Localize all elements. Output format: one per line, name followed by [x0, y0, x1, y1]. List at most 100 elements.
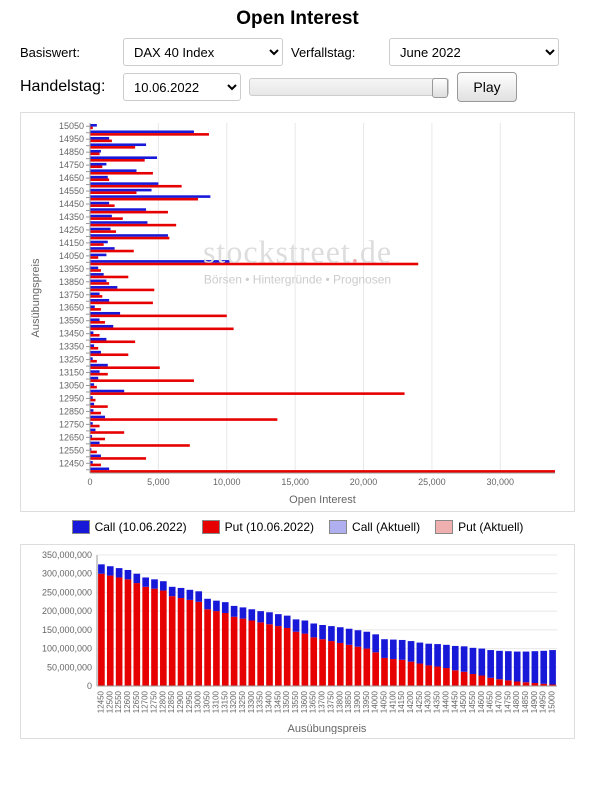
svg-text:13650: 13650 — [309, 690, 318, 713]
svg-text:20,000: 20,000 — [350, 477, 378, 487]
svg-text:13050: 13050 — [203, 690, 212, 713]
legend-label: Put (10.06.2022) — [225, 520, 314, 534]
svg-text:13350: 13350 — [59, 342, 84, 352]
svg-text:12550: 12550 — [59, 445, 84, 455]
label-handelstag: Handelstag: — [20, 78, 115, 96]
svg-text:0: 0 — [87, 681, 92, 691]
svg-text:13750: 13750 — [59, 290, 84, 300]
svg-text:12900: 12900 — [176, 690, 185, 713]
svg-text:12950: 12950 — [59, 393, 84, 403]
svg-text:14400: 14400 — [441, 690, 450, 713]
svg-text:14650: 14650 — [486, 690, 495, 713]
svg-text:14750: 14750 — [59, 160, 84, 170]
svg-text:14750: 14750 — [503, 690, 512, 713]
svg-text:13750: 13750 — [326, 690, 335, 713]
select-basiswert[interactable]: DAX 40 Index — [123, 38, 283, 66]
svg-text:Ausübungspreis: Ausübungspreis — [30, 258, 42, 337]
svg-text:12450: 12450 — [59, 458, 84, 468]
slider-handle[interactable] — [432, 78, 448, 98]
secondary-chart-container: 050,000,000100,000,000150,000,000200,000… — [20, 544, 575, 739]
svg-text:13550: 13550 — [291, 690, 300, 713]
svg-text:200,000,000: 200,000,000 — [42, 606, 92, 616]
svg-text:14450: 14450 — [450, 690, 459, 713]
svg-text:13950: 13950 — [59, 264, 84, 274]
legend-swatch-put — [202, 520, 220, 534]
legend-label: Call (Aktuell) — [352, 520, 420, 534]
label-basiswert: Basiswert: — [20, 45, 115, 60]
svg-text:14550: 14550 — [468, 690, 477, 713]
svg-text:12750: 12750 — [150, 690, 159, 713]
svg-text:12850: 12850 — [167, 690, 176, 713]
svg-text:13950: 13950 — [362, 690, 371, 713]
svg-text:14700: 14700 — [495, 690, 504, 713]
svg-text:25,000: 25,000 — [418, 477, 446, 487]
svg-text:0: 0 — [87, 477, 92, 487]
svg-text:13850: 13850 — [59, 277, 84, 287]
oi-bar-chart: 05,00010,00015,00020,00025,00030,0001505… — [25, 117, 565, 507]
svg-text:13250: 13250 — [59, 355, 84, 365]
svg-text:13600: 13600 — [300, 690, 309, 713]
legend: Call (10.06.2022) Put (10.06.2022) Call … — [20, 520, 575, 534]
svg-text:12500: 12500 — [105, 690, 114, 713]
select-handelstag[interactable]: 10.06.2022 — [123, 73, 241, 101]
svg-text:14200: 14200 — [406, 690, 415, 713]
svg-text:15050: 15050 — [59, 121, 84, 131]
page-title: Open Interest — [20, 8, 575, 30]
svg-text:14600: 14600 — [477, 690, 486, 713]
svg-text:14950: 14950 — [59, 134, 84, 144]
svg-text:13300: 13300 — [247, 690, 256, 713]
svg-text:300,000,000: 300,000,000 — [42, 569, 92, 579]
svg-text:350,000,000: 350,000,000 — [42, 550, 92, 560]
svg-text:13800: 13800 — [335, 690, 344, 713]
legend-swatch-call-akt — [329, 520, 347, 534]
svg-text:14000: 14000 — [371, 690, 380, 713]
svg-text:30,000: 30,000 — [487, 477, 515, 487]
svg-text:14050: 14050 — [380, 690, 389, 713]
legend-label: Put (Aktuell) — [458, 520, 523, 534]
svg-text:12800: 12800 — [158, 690, 167, 713]
svg-text:13850: 13850 — [344, 690, 353, 713]
svg-text:14050: 14050 — [59, 251, 84, 261]
legend-swatch-put-akt — [435, 520, 453, 534]
svg-text:13550: 13550 — [59, 316, 84, 326]
svg-text:12950: 12950 — [185, 690, 194, 713]
svg-text:5,000: 5,000 — [147, 477, 170, 487]
svg-text:13150: 13150 — [59, 368, 84, 378]
select-verfallstag[interactable]: June 2022 — [389, 38, 559, 66]
svg-text:12600: 12600 — [123, 690, 132, 713]
label-verfallstag: Verfallstag: — [291, 45, 381, 60]
svg-text:12850: 12850 — [59, 406, 84, 416]
svg-text:14150: 14150 — [59, 238, 84, 248]
svg-text:14150: 14150 — [397, 690, 406, 713]
svg-text:14850: 14850 — [59, 147, 84, 157]
svg-text:13050: 13050 — [59, 381, 84, 391]
svg-text:12650: 12650 — [132, 690, 141, 713]
svg-text:12750: 12750 — [59, 419, 84, 429]
svg-text:Open Interest: Open Interest — [289, 494, 356, 506]
svg-text:13350: 13350 — [256, 690, 265, 713]
play-button[interactable]: Play — [457, 72, 517, 102]
svg-text:15000: 15000 — [548, 690, 557, 713]
svg-text:13100: 13100 — [211, 690, 220, 713]
legend-label: Call (10.06.2022) — [95, 520, 187, 534]
svg-text:10,000: 10,000 — [213, 477, 241, 487]
svg-text:12650: 12650 — [59, 432, 84, 442]
svg-text:14250: 14250 — [59, 225, 84, 235]
main-chart-container: stockstreet.de Börsen • Hintergründe • P… — [20, 112, 575, 512]
svg-text:250,000,000: 250,000,000 — [42, 587, 92, 597]
svg-text:14500: 14500 — [459, 690, 468, 713]
svg-text:13450: 13450 — [273, 690, 282, 713]
svg-text:13650: 13650 — [59, 303, 84, 313]
legend-swatch-call — [72, 520, 90, 534]
svg-text:14100: 14100 — [388, 690, 397, 713]
svg-text:14350: 14350 — [433, 690, 442, 713]
svg-text:14250: 14250 — [415, 690, 424, 713]
svg-text:14850: 14850 — [521, 690, 530, 713]
timeline-slider[interactable] — [249, 78, 449, 96]
svg-text:13400: 13400 — [265, 690, 274, 713]
svg-text:100,000,000: 100,000,000 — [42, 644, 92, 654]
svg-text:13000: 13000 — [194, 690, 203, 713]
svg-text:12550: 12550 — [114, 690, 123, 713]
svg-text:12700: 12700 — [141, 690, 150, 713]
svg-text:150,000,000: 150,000,000 — [42, 625, 92, 635]
